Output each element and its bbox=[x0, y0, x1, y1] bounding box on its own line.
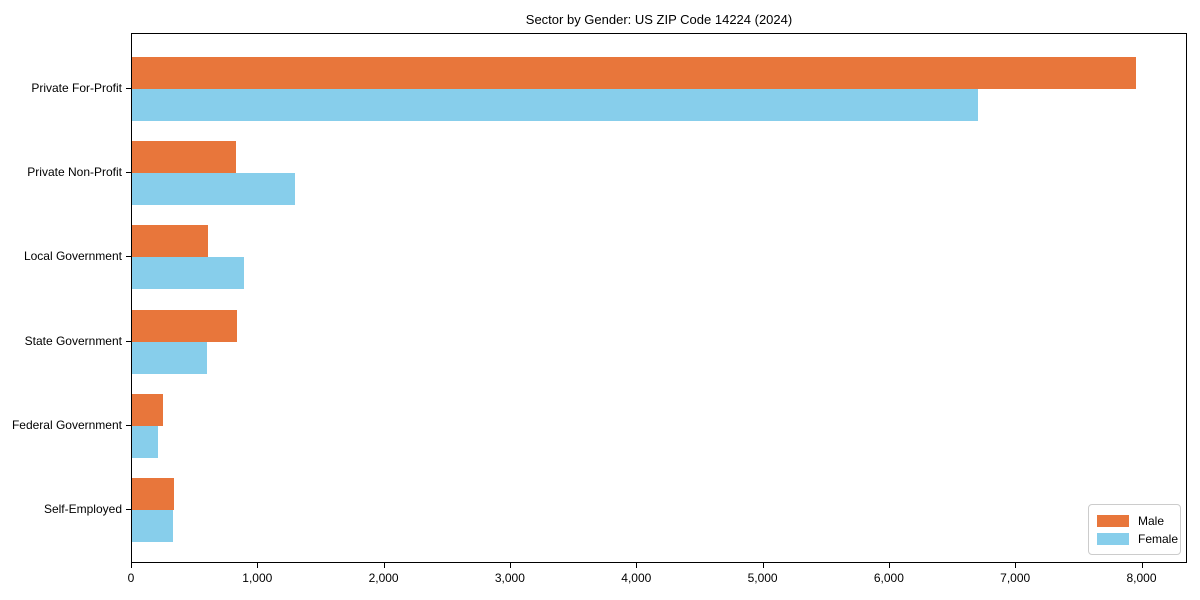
y-tick-label-private-non-profit: Private Non-Profit bbox=[27, 165, 122, 180]
y-tick-label-state-government: State Government bbox=[24, 333, 122, 348]
legend-label-female: Female bbox=[1138, 532, 1179, 546]
legend-swatch-male bbox=[1097, 515, 1129, 527]
x-tick-mark bbox=[888, 563, 890, 568]
x-tick-label: 8,000 bbox=[1126, 571, 1157, 585]
bar-female-private-for-profit bbox=[132, 89, 979, 121]
legend: Male Female bbox=[1088, 504, 1181, 555]
x-tick-mark bbox=[131, 563, 132, 568]
x-tick-label: 3,000 bbox=[494, 571, 525, 585]
x-tick-mark bbox=[1141, 563, 1143, 568]
bar-female-self-employed bbox=[132, 510, 174, 542]
x-tick-label: 5,000 bbox=[747, 571, 778, 585]
x-tick-label: 2,000 bbox=[368, 571, 399, 585]
legend-item-male: Male bbox=[1097, 512, 1172, 530]
x-tick-mark bbox=[257, 563, 259, 568]
bar-male-private-non-profit bbox=[132, 141, 236, 174]
x-tick-mark bbox=[1015, 563, 1017, 568]
bar-female-federal-government bbox=[132, 425, 158, 458]
y-tick-label-self-employed: Self-Employed bbox=[43, 502, 122, 516]
y-tick-label-federal-government: Federal Government bbox=[11, 417, 122, 432]
bar-male-private-for-profit bbox=[132, 57, 1137, 89]
x-tick-label: 6,000 bbox=[873, 571, 904, 585]
bar-male-state-government bbox=[132, 309, 237, 342]
x-tick-label: 0 bbox=[127, 571, 135, 585]
chart-title: Sector by Gender: US ZIP Code 14224 (202… bbox=[525, 12, 793, 27]
legend-swatch-female bbox=[1097, 533, 1129, 545]
x-tick-mark bbox=[762, 563, 764, 568]
x-tick-mark bbox=[509, 563, 511, 568]
legend-item-female: Female bbox=[1097, 530, 1178, 548]
plot-area bbox=[131, 33, 1187, 563]
x-tick-mark bbox=[383, 563, 385, 568]
x-tick-label: 7,000 bbox=[1000, 571, 1031, 585]
x-tick-label: 4,000 bbox=[621, 571, 652, 585]
y-tick-label-local-government: Local Government bbox=[23, 249, 122, 264]
bar-male-self-employed bbox=[132, 478, 175, 510]
bar-female-local-government bbox=[132, 257, 245, 290]
legend-label-male: Male bbox=[1138, 514, 1165, 528]
bar-male-local-government bbox=[132, 225, 208, 258]
bar-male-federal-government bbox=[132, 393, 163, 426]
x-tick-label: 1,000 bbox=[242, 571, 273, 585]
bar-female-private-non-profit bbox=[132, 173, 295, 206]
y-tick-label-private-for-profit: Private For-Profit bbox=[31, 81, 122, 95]
x-tick-mark bbox=[636, 563, 638, 568]
bar-female-state-government bbox=[132, 341, 208, 374]
